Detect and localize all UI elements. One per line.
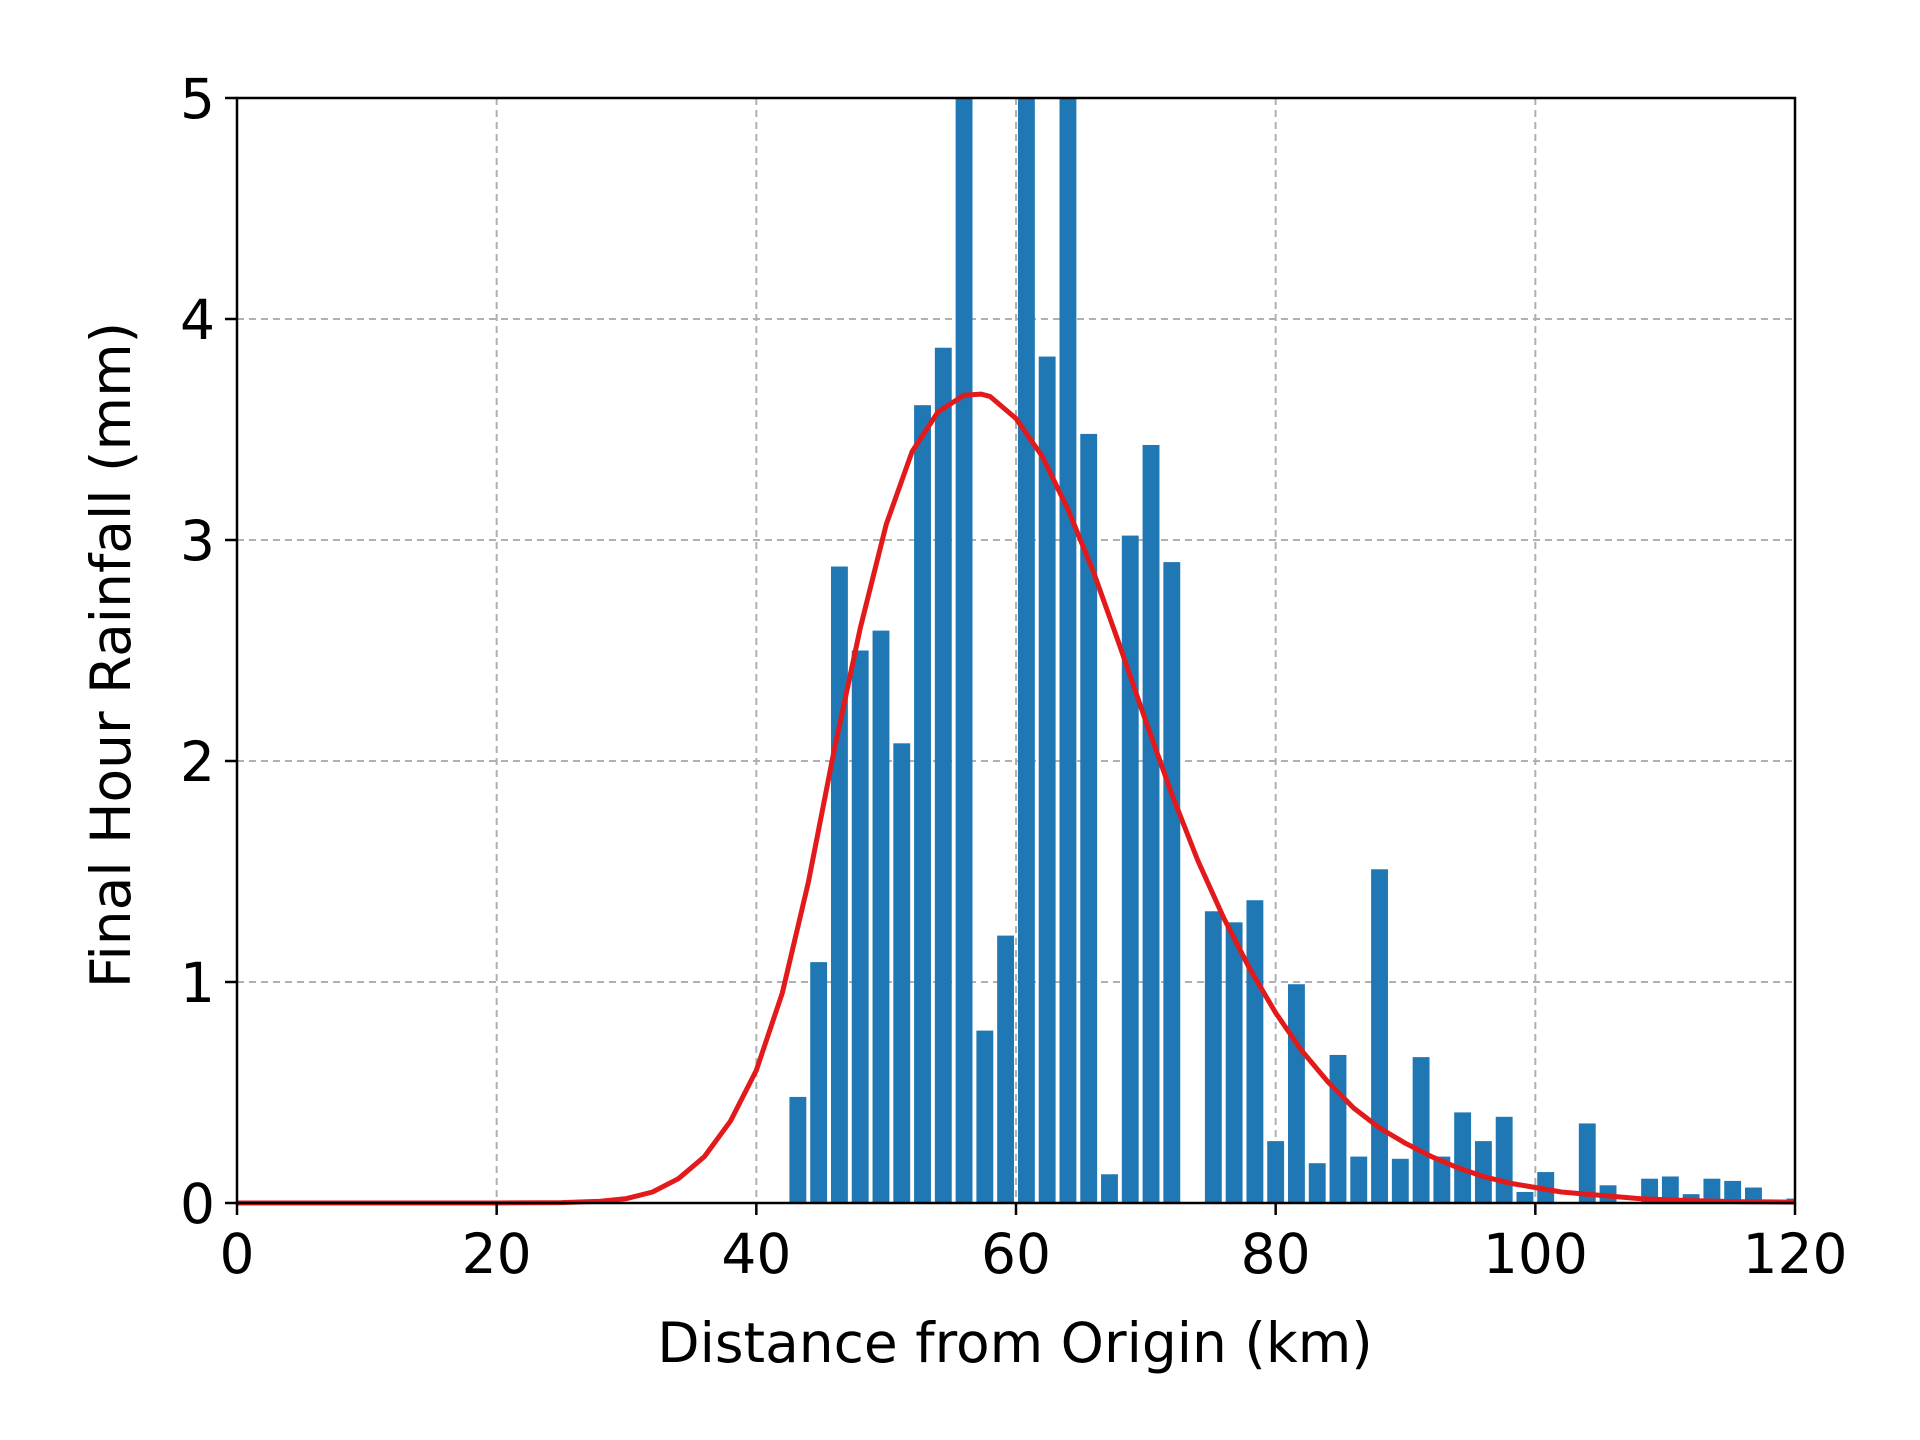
bar (1745, 1187, 1762, 1203)
bar (1474, 1141, 1492, 1203)
bar (1495, 1116, 1513, 1203)
y-tick-label: 4 (180, 288, 215, 352)
y-tick-label: 1 (180, 951, 215, 1015)
bar (1059, 98, 1077, 1203)
bar (1225, 922, 1243, 1203)
grid-lines (237, 98, 1795, 1203)
bar (1204, 911, 1222, 1203)
y-axis-ticks: 0 1 2 3 4 5 (180, 67, 237, 1236)
x-tick-label: 120 (1743, 1222, 1848, 1286)
x-tick-label: 100 (1483, 1222, 1588, 1286)
bar (1142, 444, 1160, 1204)
bar-series (789, 98, 1795, 1204)
y-tick-label: 2 (180, 730, 215, 794)
x-axis-ticks: 0 20 40 60 80 100 120 (220, 1203, 1848, 1286)
bar (1038, 356, 1056, 1203)
bar (1454, 1112, 1472, 1203)
bar (1163, 562, 1181, 1203)
bar (1246, 900, 1264, 1203)
bar (1412, 1057, 1430, 1203)
bar (1724, 1180, 1742, 1203)
bar (1267, 1141, 1285, 1203)
x-tick-label: 20 (462, 1222, 532, 1286)
bar (893, 743, 911, 1203)
bar (1578, 1123, 1596, 1203)
bar (1391, 1158, 1409, 1203)
bar (851, 650, 869, 1203)
bar (1288, 984, 1305, 1203)
bar (1080, 433, 1098, 1203)
bar (934, 347, 952, 1204)
bar (997, 935, 1015, 1203)
x-tick-label: 60 (981, 1222, 1051, 1286)
y-tick-label: 0 (180, 1172, 215, 1236)
x-tick-label: 80 (1241, 1222, 1311, 1286)
y-axis-label: Final Hour Rainfall (mm) (79, 322, 143, 988)
bar (810, 962, 828, 1203)
y-tick-label: 5 (180, 67, 215, 131)
bar (789, 1096, 807, 1203)
bar (1350, 1156, 1368, 1203)
bar (1516, 1191, 1534, 1203)
fit-curve-line (237, 391, 1796, 1206)
bar (1308, 1163, 1326, 1203)
bar (1329, 1054, 1347, 1203)
bar (1371, 869, 1388, 1203)
y-tick-label: 3 (180, 509, 215, 573)
bar (1703, 1178, 1721, 1203)
x-axis-label: Distance from Origin (km) (657, 1311, 1373, 1375)
x-tick-label: 0 (220, 1222, 255, 1286)
bar (976, 1030, 994, 1203)
x-tick-label: 40 (721, 1222, 791, 1286)
bar (955, 98, 973, 1203)
bar (1661, 1176, 1679, 1203)
bar (1101, 1174, 1118, 1203)
bar (830, 566, 848, 1203)
bar (914, 405, 931, 1203)
bar (1433, 1156, 1451, 1203)
bar (1017, 98, 1035, 1203)
bar (1121, 535, 1139, 1203)
bar (872, 630, 890, 1203)
